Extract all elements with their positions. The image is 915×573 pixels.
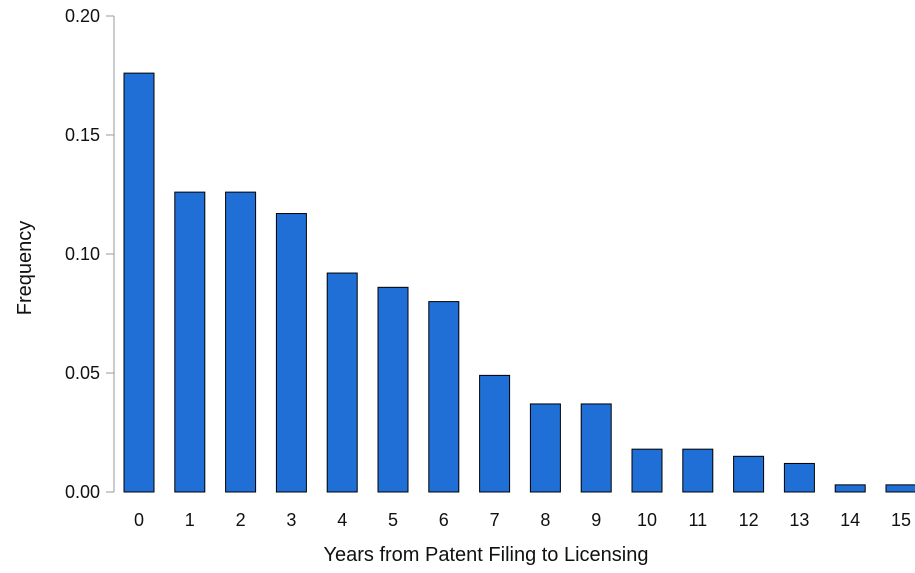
bar-0 [123, 72, 155, 493]
x-tick-label: 15 [891, 510, 911, 530]
x-axis-ticks: 0 1 2 3 4 5 6 7 8 9 10 11 12 13 14 15 [134, 510, 911, 530]
y-axis-title: Frequency [14, 221, 36, 316]
y-tick-label: 0.15 [65, 125, 100, 145]
bar-10 [631, 448, 663, 493]
x-tick-label: 14 [840, 510, 860, 530]
x-tick-label: 10 [637, 510, 657, 530]
y-axis: 0.00 0.05 0.10 0.15 0.20 [65, 6, 115, 502]
x-tick-label: 11 [688, 510, 707, 530]
x-tick-label: 8 [540, 510, 550, 530]
y-tick-label: 0.10 [65, 244, 100, 264]
y-tick-label: 0.20 [65, 6, 100, 26]
bars [123, 72, 915, 493]
bar-14 [834, 484, 866, 493]
bar-3 [275, 213, 307, 493]
x-axis-title: Years from Patent Filing to Licensing [324, 544, 649, 566]
bar-2 [225, 191, 257, 493]
x-tick-label: 12 [739, 510, 759, 530]
x-tick-label: 9 [591, 510, 601, 530]
x-tick-label: 4 [337, 510, 347, 530]
bar-1 [174, 191, 206, 493]
bar-5 [377, 286, 409, 493]
x-tick-label: 7 [490, 510, 500, 530]
bar-9 [580, 403, 612, 493]
bar-6 [428, 301, 460, 493]
x-tick-label: 6 [439, 510, 449, 530]
bar-12 [733, 455, 765, 493]
y-tick-label: 0.05 [65, 363, 100, 383]
bar-7 [479, 374, 511, 493]
x-tick-label: 2 [236, 510, 246, 530]
x-tick-label: 1 [185, 510, 195, 530]
bar-15 [885, 484, 915, 493]
bar-13 [783, 462, 815, 493]
bar-4 [326, 272, 358, 493]
bar-8 [529, 403, 561, 493]
bar-11 [682, 448, 714, 493]
x-tick-label: 3 [286, 510, 296, 530]
x-tick-label: 5 [388, 510, 398, 530]
y-tick-label: 0.00 [65, 482, 100, 502]
x-tick-label: 0 [134, 510, 144, 530]
x-tick-label: 13 [789, 510, 809, 530]
